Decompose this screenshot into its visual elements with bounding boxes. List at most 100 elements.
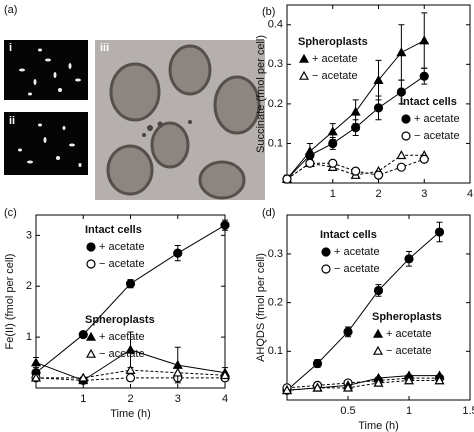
legend-label: + acetate <box>414 113 460 125</box>
legend-label: + acetate <box>99 331 145 343</box>
data-point <box>373 377 384 387</box>
y-axis-label: Succinate (fmol per cell) <box>255 35 267 153</box>
data-point <box>305 150 315 160</box>
panel-label: (c) <box>4 207 17 219</box>
legend-label: + acetate <box>312 53 358 65</box>
data-point <box>434 227 445 237</box>
x-tick-label: 3 <box>421 188 427 200</box>
data-point <box>219 370 231 380</box>
panel-label: (b) <box>262 6 275 18</box>
y-tick-label: 0.3 <box>268 248 283 260</box>
x-tick-label: 0.5 <box>340 405 355 417</box>
micrograph-i: i <box>4 40 88 100</box>
x-tick-label: 1.5 <box>462 405 474 417</box>
legend-marker <box>86 242 96 252</box>
legend-marker <box>401 114 411 124</box>
data-point <box>419 71 429 81</box>
data-point <box>373 74 384 84</box>
data-point <box>396 162 406 172</box>
cells <box>19 48 81 96</box>
data-point <box>373 285 384 296</box>
data-point <box>350 106 361 116</box>
data-point <box>78 329 88 340</box>
legend-marker <box>85 331 97 341</box>
data-point <box>419 35 430 45</box>
legend-marker <box>401 131 411 141</box>
micrograph-iii: iii <box>95 40 265 200</box>
x-tick-label: 2 <box>127 393 133 405</box>
data-point <box>220 220 230 230</box>
plot-frame <box>286 214 471 401</box>
data-point <box>396 150 407 160</box>
legend-label: + acetate <box>334 246 380 258</box>
legend-label: + acetate <box>386 328 432 340</box>
data-point <box>343 327 353 337</box>
legend-title: Spheroplasts <box>85 314 155 326</box>
y-tick-label: 2 <box>26 280 32 292</box>
data-point <box>78 372 89 382</box>
data-point <box>396 47 407 57</box>
legend-title: Intact cells <box>85 224 142 236</box>
panel-label: (d) <box>262 207 275 219</box>
legend-label: − acetate <box>99 348 145 360</box>
legend-marker <box>321 247 331 257</box>
data-point <box>396 87 406 97</box>
data-point <box>30 372 42 382</box>
y-tick-label: 0.3 <box>268 58 283 70</box>
data-point <box>281 385 293 395</box>
data-point <box>172 367 183 377</box>
data-point <box>351 123 361 133</box>
data-point <box>328 138 338 149</box>
data-point <box>312 382 323 392</box>
data-point <box>373 103 384 113</box>
y-tick-label: 0.2 <box>268 98 283 110</box>
data-point <box>373 170 384 180</box>
y-tick-label: 3 <box>26 229 32 241</box>
data-point <box>419 154 429 164</box>
data-point <box>125 344 136 354</box>
y-tick-label: 0.1 <box>268 137 283 149</box>
data-point <box>173 248 183 258</box>
x-tick-label: 4 <box>222 393 228 405</box>
y-tick-label: 0.1 <box>268 345 283 357</box>
data-point <box>327 126 338 136</box>
series-line <box>286 231 440 391</box>
x-axis-label: Time (h) <box>110 408 151 420</box>
legend-title: Intact cells <box>320 229 377 241</box>
legend-marker <box>372 328 384 338</box>
x-tick-label: 3 <box>175 393 181 405</box>
image <box>4 40 88 100</box>
image-label: ii <box>9 115 15 127</box>
data-point <box>125 279 136 289</box>
legend-title: Spheroplasts <box>298 36 368 48</box>
series-line <box>286 377 440 389</box>
x-tick-label: 2 <box>375 188 381 200</box>
legend-title: Intact cells <box>400 96 457 108</box>
cells <box>18 123 82 167</box>
debris <box>142 120 192 137</box>
data-point <box>404 254 414 264</box>
x-tick-label: 4 <box>467 188 473 200</box>
x-tick-label: 1 <box>406 405 412 417</box>
legend-marker <box>298 53 310 63</box>
series-line <box>35 377 225 381</box>
legend-title: Spheroplasts <box>372 311 442 323</box>
data-point <box>328 158 338 168</box>
series-line <box>286 380 440 391</box>
legend-marker <box>372 345 384 355</box>
data-point <box>125 373 136 383</box>
legend-label: − acetate <box>386 345 432 357</box>
cells <box>106 44 261 200</box>
panel-label: (a) <box>4 4 17 16</box>
y-tick-label: 0.4 <box>268 19 283 31</box>
data-point <box>403 375 415 385</box>
legend-marker <box>321 264 331 274</box>
data-point <box>351 166 361 176</box>
data-point <box>125 364 136 374</box>
image <box>4 112 88 175</box>
x-tick-label: 1 <box>80 393 86 405</box>
data-point <box>434 375 445 385</box>
image-label: i <box>9 42 12 54</box>
image-label: iii <box>100 42 109 54</box>
